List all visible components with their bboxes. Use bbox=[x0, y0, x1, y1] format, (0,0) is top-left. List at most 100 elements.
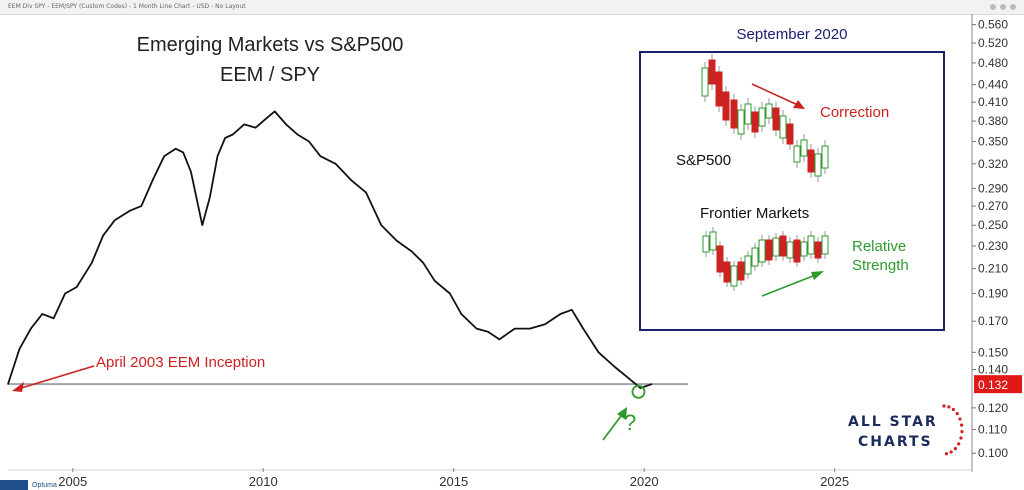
data-point bbox=[182, 151, 184, 154]
frontier-candle bbox=[758, 239, 766, 263]
frontier-candle bbox=[772, 237, 780, 257]
data-point bbox=[140, 205, 142, 207]
data-point bbox=[7, 383, 9, 385]
y-tick-label: 0.520 bbox=[978, 36, 1008, 50]
data-point bbox=[411, 250, 413, 253]
sp500-candle bbox=[737, 109, 745, 135]
low-arrowhead bbox=[617, 407, 627, 420]
y-tick-label: 0.410 bbox=[978, 95, 1008, 109]
sp500-candle bbox=[758, 107, 766, 127]
chart-subtitle: EEM / SPY bbox=[219, 64, 321, 86]
sp500-candle bbox=[765, 103, 773, 119]
correction-arrowhead bbox=[793, 100, 805, 109]
data-point bbox=[475, 328, 478, 330]
inception-arrowhead bbox=[12, 382, 24, 392]
data-point bbox=[243, 123, 245, 125]
sp500-candle bbox=[800, 139, 808, 157]
frontier-candle bbox=[779, 235, 787, 257]
last-value-badge bbox=[974, 375, 1022, 394]
inset-title: September 2020 bbox=[736, 26, 848, 43]
sp500-candle bbox=[793, 145, 801, 163]
low-circle bbox=[631, 384, 646, 399]
data-point bbox=[498, 338, 501, 341]
data-point bbox=[308, 140, 310, 143]
relative-label: Relative bbox=[852, 238, 907, 255]
logo-star bbox=[960, 430, 964, 434]
data-point bbox=[53, 317, 55, 319]
sp500-candle bbox=[786, 123, 794, 145]
y-tick-label: 0.150 bbox=[978, 345, 1008, 359]
question-annotation: ? bbox=[624, 410, 637, 435]
y-tick-label: 0.120 bbox=[978, 401, 1008, 415]
data-point bbox=[41, 313, 43, 315]
y-tick-label: 0.560 bbox=[978, 18, 1008, 32]
frontier-candle bbox=[709, 231, 717, 251]
data-point bbox=[255, 127, 257, 129]
frontier-candle bbox=[723, 261, 731, 283]
window-controls-icon[interactable] bbox=[988, 2, 1018, 12]
data-point bbox=[201, 224, 203, 226]
data-point bbox=[91, 262, 93, 264]
data-point bbox=[529, 328, 531, 330]
data-point bbox=[190, 171, 192, 173]
logo-star bbox=[947, 405, 951, 409]
data-point bbox=[64, 292, 66, 295]
data-point bbox=[449, 292, 451, 295]
logo-star bbox=[953, 447, 957, 451]
frontier-candle bbox=[793, 239, 801, 263]
data-point bbox=[232, 133, 234, 136]
strength-arrowhead bbox=[811, 271, 824, 280]
frontier-candle bbox=[702, 235, 710, 253]
data-point bbox=[434, 280, 436, 282]
data-point bbox=[613, 365, 615, 367]
data-point bbox=[163, 155, 165, 157]
data-point bbox=[152, 179, 154, 181]
data-point bbox=[651, 383, 653, 385]
data-point bbox=[296, 133, 299, 136]
x-tick-label: 2015 bbox=[439, 474, 468, 489]
data-point bbox=[559, 313, 561, 315]
y-tick-label: 0.100 bbox=[978, 446, 1008, 460]
y-tick-label: 0.440 bbox=[978, 78, 1008, 92]
logo-star bbox=[944, 452, 949, 456]
x-tick-label: 2010 bbox=[249, 474, 278, 489]
frontier-candle bbox=[730, 265, 738, 287]
frontier-candle bbox=[744, 255, 752, 275]
sp500-candle bbox=[821, 145, 829, 169]
data-point bbox=[75, 286, 78, 288]
data-point bbox=[18, 348, 21, 350]
strength-arrow bbox=[761, 273, 819, 297]
sp500-candle bbox=[708, 59, 716, 85]
optuma-logo: Optuma bbox=[0, 480, 80, 490]
logo-star bbox=[959, 436, 963, 440]
data-point bbox=[266, 117, 268, 119]
data-point bbox=[628, 377, 630, 380]
y-tick-label: 0.110 bbox=[978, 423, 1007, 437]
sp500-candle bbox=[772, 107, 780, 131]
data-point bbox=[571, 309, 573, 311]
logo-star bbox=[949, 450, 953, 454]
correction-arrow bbox=[751, 83, 801, 107]
x-tick-label: 2020 bbox=[630, 474, 659, 489]
last-value-label: 0.132 bbox=[978, 378, 1008, 392]
data-point bbox=[30, 328, 32, 330]
data-point bbox=[422, 262, 424, 264]
data-point bbox=[224, 137, 226, 139]
star-arc-icon bbox=[942, 404, 964, 456]
frontier-candle bbox=[737, 261, 745, 281]
logo-star bbox=[958, 417, 962, 421]
frontier-candle bbox=[786, 241, 794, 259]
frontier-candle bbox=[800, 241, 808, 257]
inception-arrow bbox=[17, 365, 95, 390]
y-tick-label: 0.320 bbox=[978, 157, 1008, 171]
sp500-candle bbox=[814, 153, 822, 177]
chart-title: Emerging Markets vs S&P500 bbox=[136, 34, 404, 56]
y-tick-label: 0.170 bbox=[978, 314, 1008, 328]
logo-star bbox=[960, 423, 964, 427]
frontier-candle bbox=[814, 241, 822, 259]
y-tick-label: 0.380 bbox=[978, 114, 1008, 128]
frontier-markets-label: Frontier Markets bbox=[700, 205, 810, 222]
correction-label: Correction bbox=[820, 104, 890, 121]
data-point bbox=[216, 155, 219, 157]
